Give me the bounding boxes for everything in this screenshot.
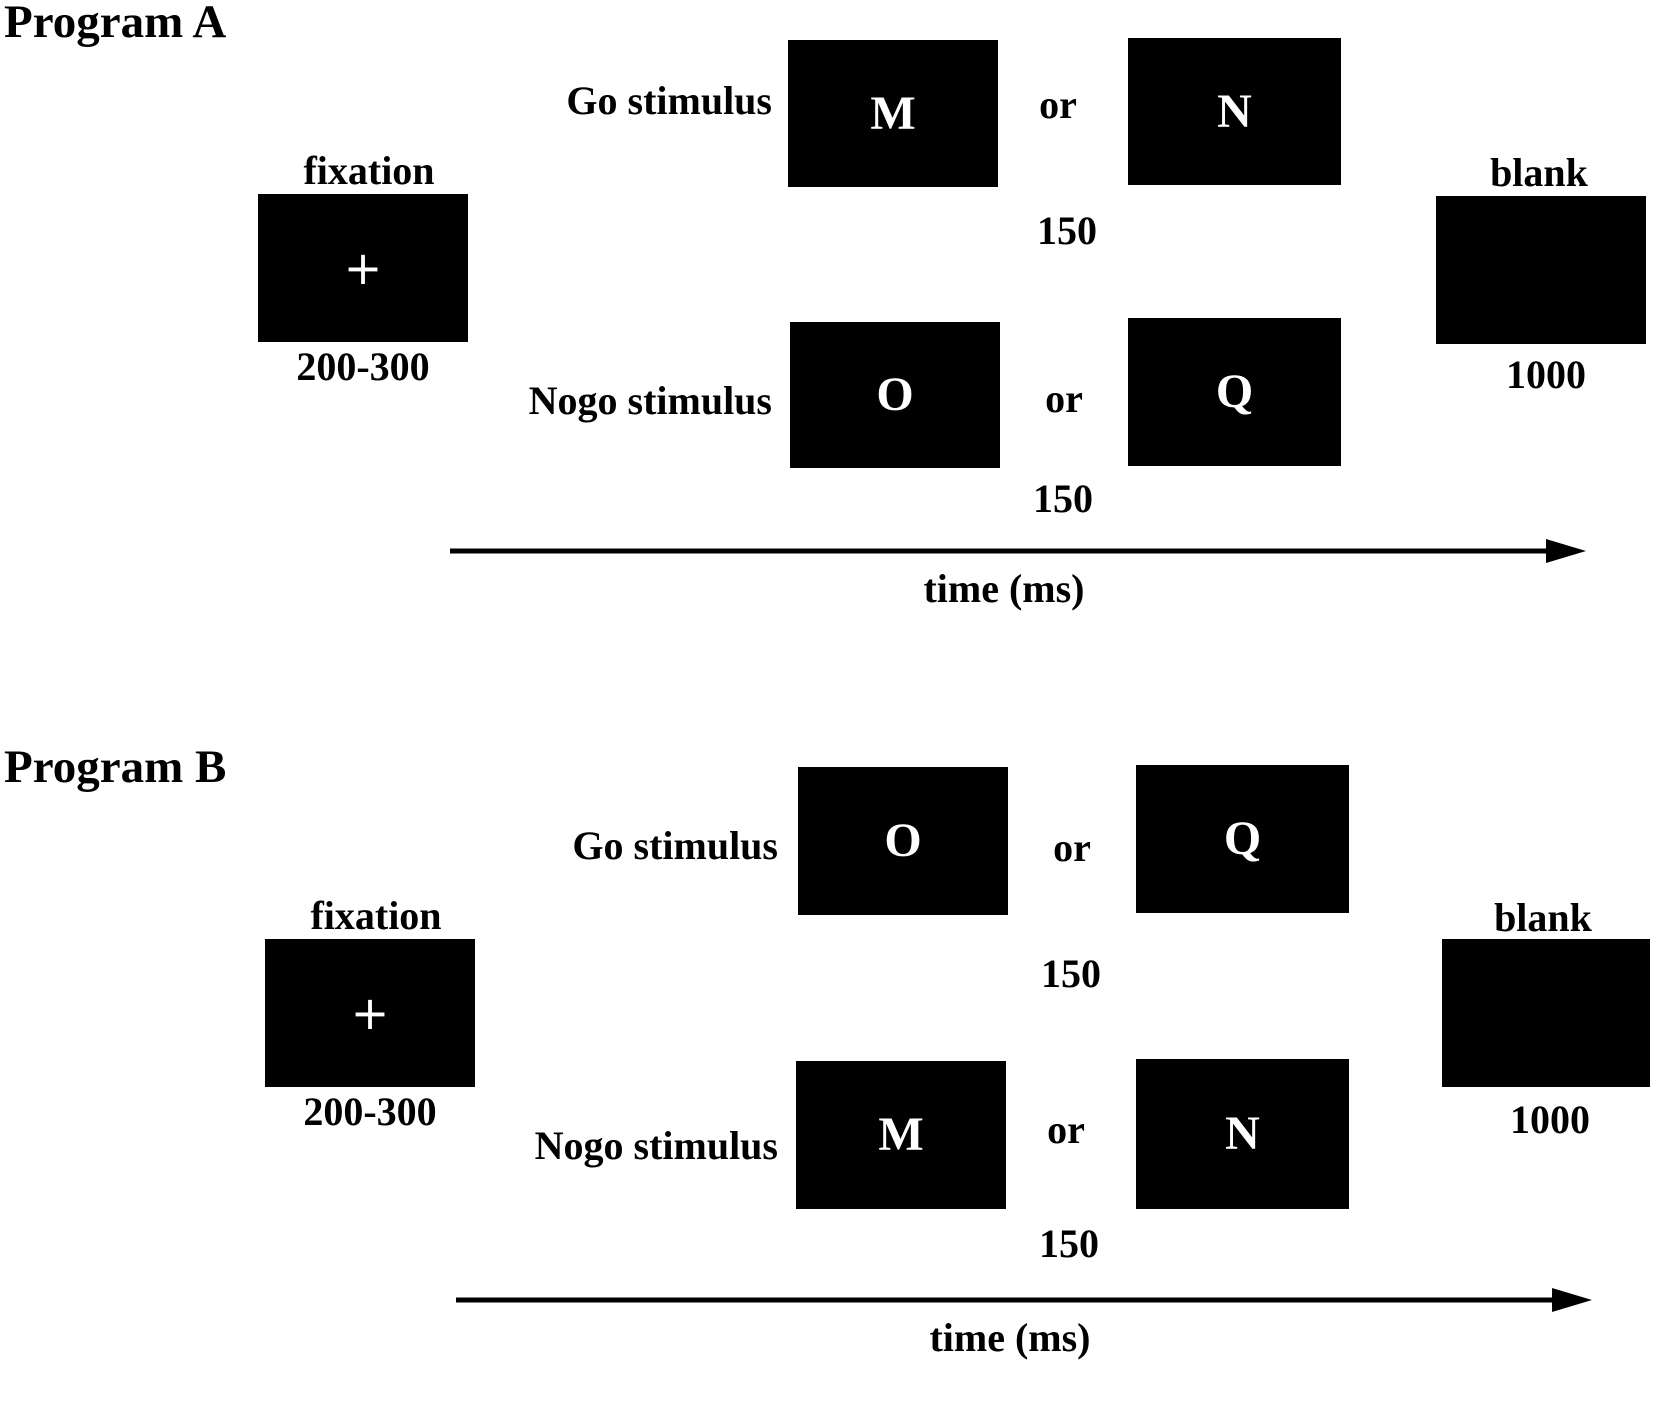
nogo-stimulus-box-left: M (796, 1061, 1006, 1209)
go-stimulus-letter: N (1217, 84, 1252, 138)
time-arrow (450, 539, 1586, 563)
go-stimulus-label: Go stimulus (566, 78, 772, 123)
go-stimulus-box-right: Q (1136, 765, 1349, 913)
go-stimulus-letter: O (884, 814, 922, 867)
program-title: Program B (4, 741, 227, 793)
program-title: Program A (4, 0, 227, 48)
or-label: or (1045, 376, 1083, 421)
blank-label: blank (1490, 150, 1588, 195)
or-label: or (1053, 825, 1091, 870)
fixation-cross-icon: + (343, 241, 383, 295)
nogo-stimulus-box-right: Q (1128, 318, 1341, 466)
blank-duration: 1000 (1506, 352, 1586, 397)
nogo-stimulus-duration: 150 (1033, 476, 1093, 521)
go-stimulus-duration: 150 (1041, 951, 1101, 996)
go-stimulus-label: Go stimulus (572, 823, 778, 868)
blank-screen (1436, 196, 1646, 344)
time-axis-label: time (ms) (929, 1315, 1091, 1360)
go-stimulus-box-left: M (788, 40, 998, 187)
nogo-stimulus-label: Nogo stimulus (534, 1123, 778, 1168)
nogo-stimulus-letter: Q (1215, 365, 1254, 418)
nogo-stimulus-letter: O (876, 368, 914, 421)
go-stimulus-box-right: N (1128, 38, 1341, 185)
nogo-stimulus-letter: M (878, 1108, 924, 1161)
program-a-panel: Program A fixation + 200-300 Go stimulus… (0, 0, 1654, 680)
blank-label: blank (1494, 895, 1592, 940)
fixation-cross-icon: + (350, 986, 390, 1040)
or-label: or (1039, 82, 1077, 127)
blank-screen (1442, 939, 1650, 1087)
fixation-label: fixation (310, 893, 442, 938)
fixation-label: fixation (303, 148, 435, 193)
fixation-screen: + (258, 194, 468, 342)
time-arrow (456, 1288, 1592, 1312)
nogo-stimulus-box-right: N (1136, 1059, 1349, 1209)
fixation-duration: 200-300 (303, 1089, 437, 1134)
blank-duration: 1000 (1510, 1097, 1590, 1142)
go-stimulus-duration: 150 (1037, 208, 1097, 253)
nogo-stimulus-duration: 150 (1039, 1221, 1099, 1266)
nogo-stimulus-box-left: O (790, 322, 1000, 468)
go-stimulus-letter: M (870, 86, 916, 140)
time-axis-label: time (ms) (923, 566, 1085, 611)
fixation-screen: + (265, 939, 475, 1087)
or-label: or (1047, 1107, 1085, 1152)
fixation-duration: 200-300 (296, 344, 430, 389)
go-stimulus-box-left: O (798, 767, 1008, 915)
nogo-stimulus-letter: N (1225, 1107, 1260, 1160)
program-b-panel: Program B fixation + 200-300 Go stimulus… (0, 741, 1654, 1425)
nogo-stimulus-label: Nogo stimulus (528, 378, 772, 423)
go-stimulus-letter: Q (1223, 812, 1262, 865)
